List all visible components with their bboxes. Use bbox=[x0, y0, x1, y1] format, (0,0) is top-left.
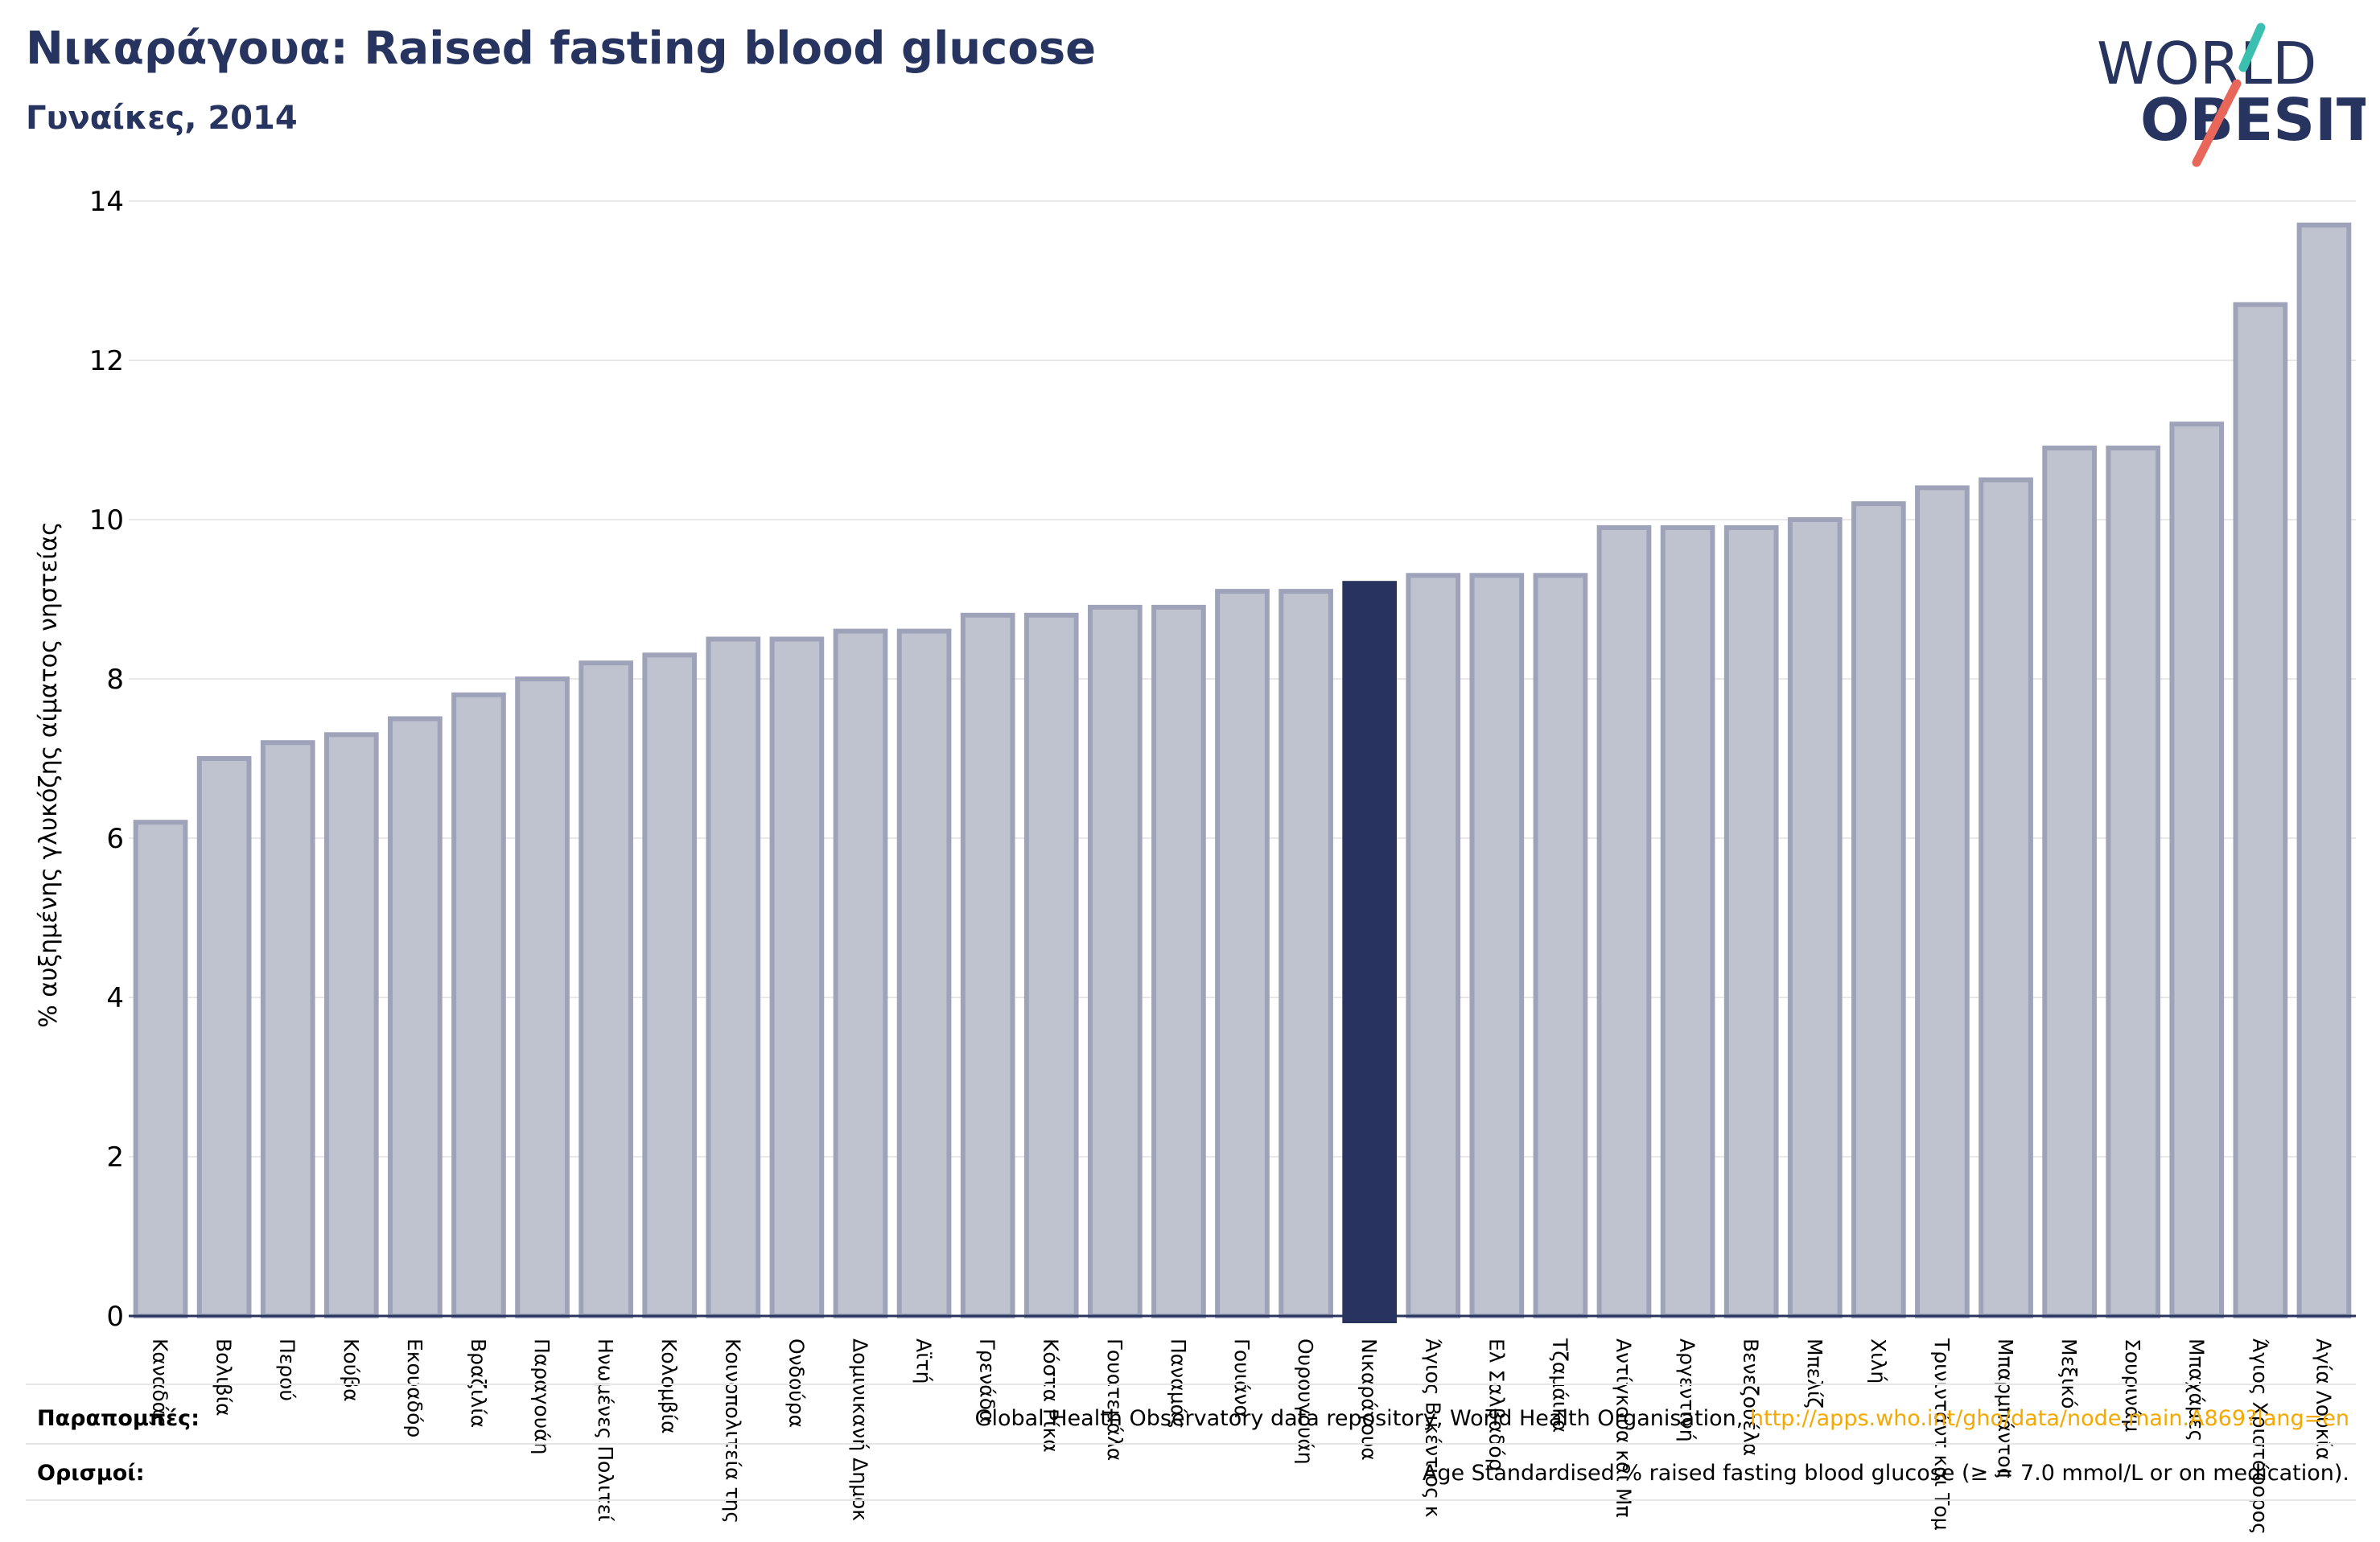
bar bbox=[2296, 222, 2352, 1319]
bar bbox=[769, 636, 825, 1318]
x-tick-label: Σουρινάμ bbox=[2121, 1338, 2144, 1432]
bar bbox=[1787, 517, 1843, 1318]
bar bbox=[960, 612, 1015, 1318]
bar bbox=[2233, 302, 2288, 1319]
y-tick-label: 4 bbox=[106, 982, 124, 1014]
x-tick-label: Εκουαδόρ bbox=[403, 1338, 426, 1437]
y-tick-label: 12 bbox=[89, 345, 124, 377]
x-tick-label: Ουρουγουάη bbox=[1294, 1338, 1317, 1465]
definitions-text: Age Standardised % raised fasting blood … bbox=[1422, 1461, 2349, 1486]
bar bbox=[1723, 524, 1779, 1318]
x-tick-label: Άγιος Χριστόφορος bbox=[2248, 1338, 2271, 1535]
world-obesity-logo: WORLD OBESITY bbox=[2097, 23, 2366, 167]
y-axis-label: % αυξημένης γλυκόζης αίματος νηστείας bbox=[35, 521, 63, 1027]
bar bbox=[1533, 573, 1588, 1318]
bar bbox=[896, 628, 952, 1318]
y-tick-label: 8 bbox=[106, 664, 124, 696]
references-source: Global Health Observatory data repositor… bbox=[974, 1406, 1750, 1431]
x-tick-label: Μπελίζ bbox=[1803, 1338, 1826, 1408]
y-tick-label: 0 bbox=[106, 1301, 124, 1333]
x-tick-label: Παραγουάη bbox=[530, 1338, 554, 1455]
bar bbox=[1915, 485, 1970, 1318]
x-tick-label: Αϊτή bbox=[912, 1338, 936, 1384]
bar bbox=[1469, 573, 1525, 1318]
bar bbox=[1279, 589, 1333, 1318]
bar bbox=[133, 820, 188, 1318]
x-tick-label: Αργεντινή bbox=[1676, 1338, 1699, 1442]
x-tick-label: Ελ Σαλβαδόρ bbox=[1484, 1338, 1508, 1471]
footer-divider-top bbox=[26, 1384, 2356, 1385]
x-tick-label: Αντίγκουα και Μπ bbox=[1612, 1338, 1636, 1518]
x-tick-label: Βολιβία bbox=[212, 1338, 236, 1417]
x-tick-label: Κοινοπολιτεία της bbox=[721, 1338, 744, 1523]
bar bbox=[1979, 477, 2033, 1318]
x-tick-label: Μπαρμπάντος bbox=[1994, 1338, 2017, 1479]
x-tick-label: Κολομβία bbox=[657, 1338, 681, 1434]
x-tick-label: Μπαχάμες bbox=[2184, 1338, 2208, 1441]
bar bbox=[2106, 445, 2161, 1318]
bar bbox=[2042, 445, 2097, 1318]
footer-divider-bottom bbox=[26, 1499, 2356, 1501]
x-tick-label: Κούβα bbox=[340, 1338, 363, 1402]
bar bbox=[1342, 581, 1398, 1323]
bar bbox=[451, 692, 506, 1318]
x-tick-label: Βενεζουέλα bbox=[1740, 1338, 1763, 1456]
y-tick-label: 14 bbox=[89, 186, 124, 218]
x-tick-label: Γουιάνα bbox=[1230, 1338, 1254, 1418]
x-tick-label: Τρινιντάντ και Τομ bbox=[1930, 1338, 1954, 1531]
bar bbox=[196, 756, 252, 1318]
x-tick-label: Γουατεμάλα bbox=[1103, 1338, 1126, 1461]
x-tick-label: Ηνωμένες Πολιτεί bbox=[594, 1338, 617, 1522]
bar bbox=[1851, 501, 1906, 1318]
logo-slash-top bbox=[2238, 23, 2266, 72]
bar bbox=[833, 628, 888, 1318]
logo-slash-bottom bbox=[2192, 79, 2242, 167]
bar bbox=[515, 676, 570, 1318]
x-tick-label: Μεξικό bbox=[2057, 1338, 2081, 1409]
bar bbox=[2169, 421, 2225, 1319]
x-tick-label: Γρενάδα bbox=[976, 1338, 999, 1424]
definitions-label: Ορισμοί: bbox=[37, 1461, 145, 1486]
bar bbox=[1151, 604, 1206, 1318]
bar bbox=[579, 660, 633, 1318]
bar bbox=[388, 716, 443, 1318]
bar bbox=[323, 732, 379, 1318]
bar bbox=[1660, 524, 1715, 1318]
chart-title: Νικαράγουα: Raised fasting blood glucose bbox=[26, 23, 1097, 75]
y-tick-label: 10 bbox=[89, 504, 124, 537]
x-tick-label: Βραζιλία bbox=[467, 1338, 490, 1428]
x-tick-label: Αγία Λουκία bbox=[2312, 1338, 2335, 1460]
footer-divider-middle bbox=[26, 1443, 2356, 1445]
logo-word-obesity: OBESITY bbox=[2140, 86, 2366, 154]
x-tick-label: Άγιος Βικέντιος κ bbox=[1421, 1338, 1444, 1518]
bar bbox=[642, 652, 698, 1318]
logo-word-world: WORLD bbox=[2097, 30, 2316, 97]
x-tick-label: Χιλή bbox=[1867, 1338, 1890, 1384]
references-label: Παραπομπές: bbox=[37, 1406, 200, 1431]
y-tick-label: 2 bbox=[106, 1141, 124, 1174]
x-tick-label: Καναδάς bbox=[149, 1338, 172, 1427]
bar bbox=[1596, 524, 1652, 1318]
bar bbox=[1215, 589, 1270, 1318]
x-tick-label: Νικαράγουα bbox=[1357, 1338, 1381, 1461]
bar bbox=[1023, 612, 1079, 1318]
bar bbox=[1087, 604, 1143, 1318]
x-tick-label: Ονδούρα bbox=[784, 1338, 808, 1428]
x-tick-label: Περού bbox=[276, 1338, 299, 1401]
references-link[interactable]: http://apps.who.int/gho/data/node.main.A… bbox=[1749, 1406, 2349, 1431]
x-tick-label: Τζαμάικα bbox=[1548, 1338, 1571, 1433]
x-tick-label: Δομινικανή Δημοκ bbox=[848, 1338, 871, 1521]
bar bbox=[260, 740, 315, 1318]
y-tick-label: 6 bbox=[106, 823, 124, 855]
bar bbox=[1406, 573, 1461, 1318]
chart-subtitle: Γυναίκες, 2014 bbox=[26, 100, 298, 137]
x-tick-label: Κόστα Ρίκα bbox=[1040, 1338, 1063, 1453]
bar bbox=[706, 636, 761, 1318]
references-text: Global Health Observatory data repositor… bbox=[975, 1406, 2349, 1431]
